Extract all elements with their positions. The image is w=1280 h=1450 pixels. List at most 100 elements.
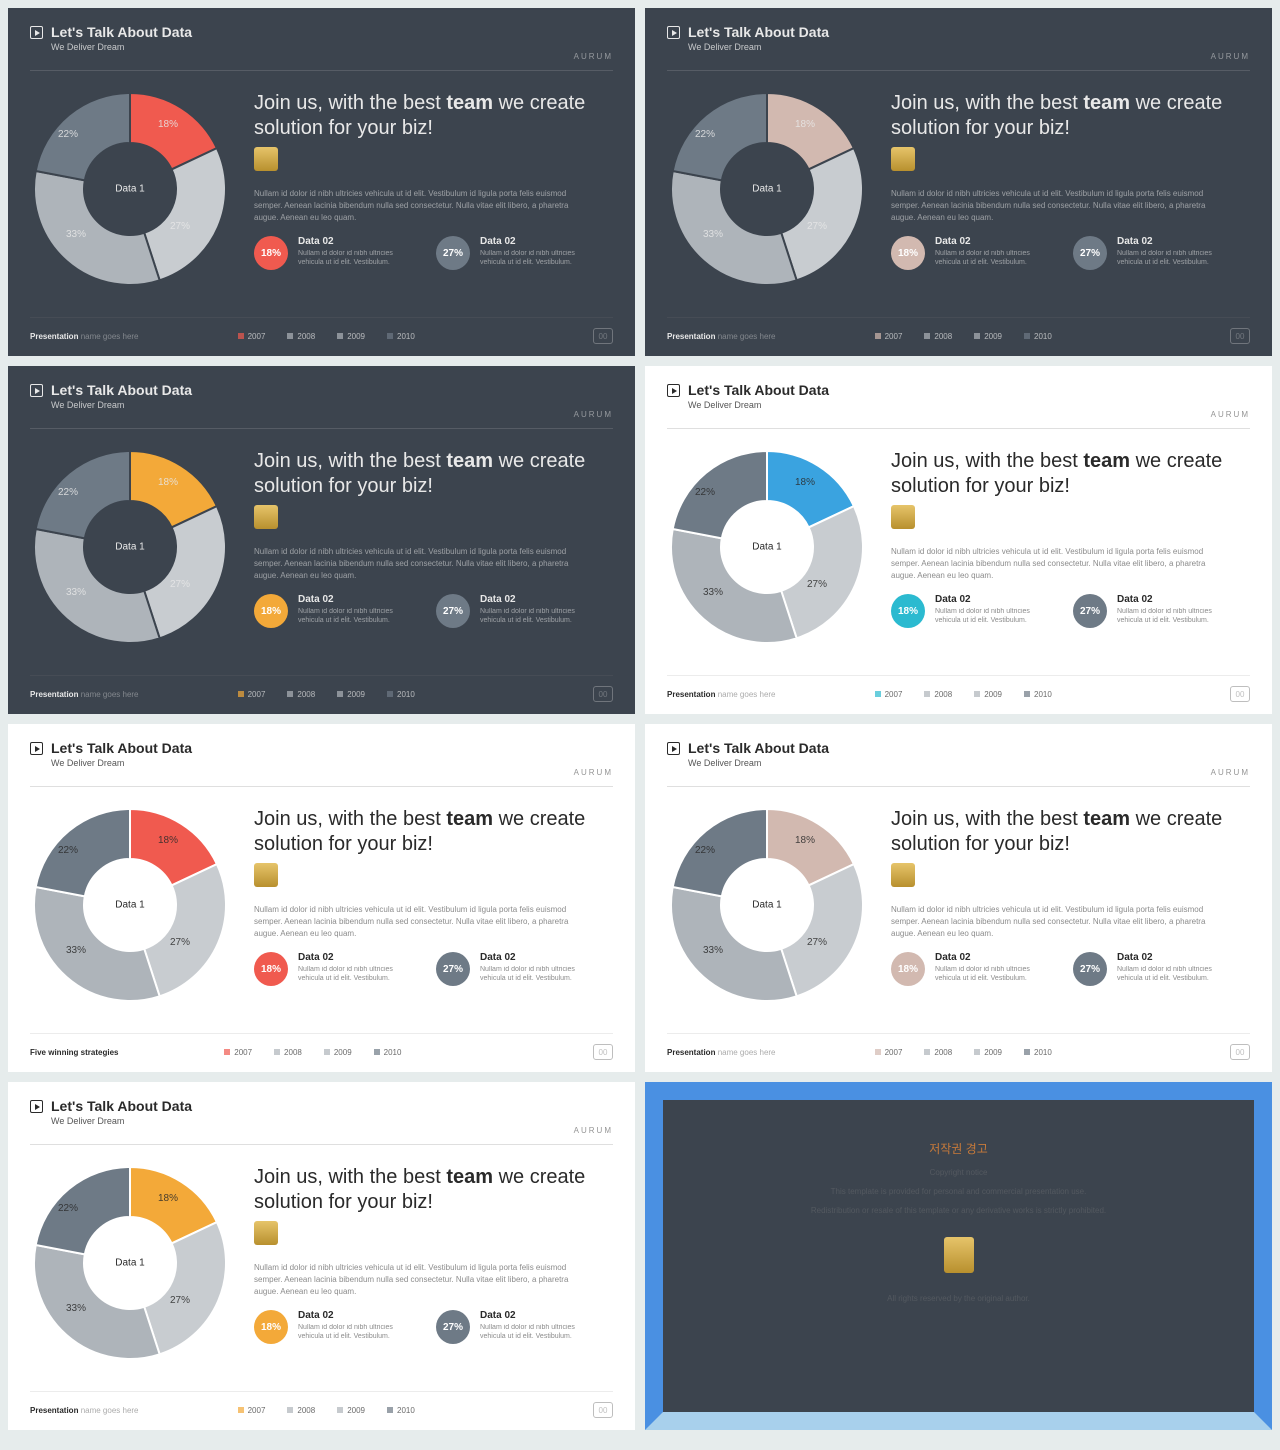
slide-title: Let's Talk About Data (688, 382, 829, 398)
slide-subtitle: We Deliver Dream (688, 42, 829, 52)
stat-title: Data 02 (480, 1310, 590, 1321)
stat-badge: 27% (436, 952, 470, 986)
slide-subtitle: We Deliver Dream (51, 42, 192, 52)
stat-badge: 18% (254, 1310, 288, 1344)
body-paragraph: Nullam id dolor id nibh ultricies vehicu… (254, 1262, 584, 1298)
promo-title: 저작권 경고 (693, 1140, 1224, 1157)
slice-label: 22% (58, 487, 78, 498)
stat-text: Nullam id dolor id nibh ultricies vehicu… (298, 607, 408, 625)
body-paragraph: Nullam id dolor id nibh ultricies vehicu… (254, 546, 584, 582)
logo-badge (891, 505, 915, 529)
chart-center-label: Data 1 (115, 900, 144, 911)
stat-badge: 27% (1073, 952, 1107, 986)
stat-block: 18% Data 02Nullam id dolor id nibh ultri… (891, 594, 1045, 628)
logo-badge (891, 147, 915, 171)
chart-center-label: Data 1 (752, 900, 781, 911)
slide: Let's Talk About Data We Deliver Dream A… (8, 724, 635, 1072)
promo-logo (944, 1237, 974, 1273)
brand-mark: AURUM (574, 52, 613, 61)
page-number: 00 (593, 686, 613, 702)
stat-title: Data 02 (298, 594, 408, 605)
stat-block: 27% Data 02Nullam id dolor id nibh ultri… (1073, 236, 1227, 270)
stat-badge: 27% (436, 1310, 470, 1344)
stat-text: Nullam id dolor id nibh ultricies vehicu… (1117, 607, 1227, 625)
page-number: 00 (593, 1044, 613, 1060)
chart-center-label: Data 1 (752, 184, 781, 195)
stat-title: Data 02 (480, 236, 590, 247)
slide-subtitle: We Deliver Dream (688, 400, 829, 410)
promo-line: This template is provided for personal a… (749, 1186, 1169, 1199)
stat-badge: 18% (891, 594, 925, 628)
slice-label: 33% (66, 1303, 86, 1314)
chart-center-label: Data 1 (115, 1258, 144, 1269)
promo-line: All rights reserved by the original auth… (749, 1293, 1169, 1306)
slice-label: 27% (170, 937, 190, 948)
legend-item: 2007 (875, 1048, 903, 1057)
slice-label: 27% (807, 937, 827, 948)
donut-chart: Data 1 18%27%33%22% (667, 805, 867, 1005)
chart-center-label: Data 1 (115, 184, 144, 195)
headline: Join us, with the best team we create so… (891, 91, 1250, 141)
stat-block: 18% Data 02Nullam id dolor id nibh ultri… (254, 952, 408, 986)
footer-text: Presentation name goes here (667, 332, 776, 341)
slice-label: 27% (170, 579, 190, 590)
stat-badge: 18% (891, 952, 925, 986)
body-paragraph: Nullam id dolor id nibh ultricies vehicu… (891, 546, 1221, 582)
play-icon (667, 742, 680, 755)
slice-label: 33% (66, 587, 86, 598)
slide-title: Let's Talk About Data (51, 382, 192, 398)
slice-label: 22% (695, 129, 715, 140)
legend-item: 2010 (387, 690, 415, 699)
stat-title: Data 02 (935, 952, 1045, 963)
legend-item: 2010 (387, 1406, 415, 1415)
stat-block: 18% Data 02Nullam id dolor id nibh ultri… (891, 236, 1045, 270)
legend-item: 2009 (974, 690, 1002, 699)
slice-label: 27% (170, 221, 190, 232)
slide: Let's Talk About Data We Deliver Dream A… (645, 8, 1272, 356)
stat-text: Nullam id dolor id nibh ultricies vehicu… (1117, 965, 1227, 983)
slice-label: 18% (795, 477, 815, 488)
footer-text: Five winning strategies (30, 1048, 118, 1057)
stat-title: Data 02 (480, 952, 590, 963)
brand-mark: AURUM (574, 768, 613, 777)
logo-badge (891, 863, 915, 887)
slice-label: 18% (158, 1193, 178, 1204)
slice-label: 22% (58, 129, 78, 140)
slice-label: 18% (158, 477, 178, 488)
footer-text: Presentation name goes here (30, 332, 139, 341)
stat-badge: 27% (1073, 236, 1107, 270)
slice-label: 18% (158, 835, 178, 846)
donut-chart: Data 1 18%27%33%22% (30, 805, 230, 1005)
legend-item: 2010 (374, 1048, 402, 1057)
slice-label: 33% (703, 229, 723, 240)
slide-title: Let's Talk About Data (51, 740, 192, 756)
footer-text: Presentation name goes here (30, 690, 139, 699)
donut-chart: Data 1 18%27%33%22% (30, 447, 230, 647)
donut-chart: Data 1 18%27%33%22% (667, 447, 867, 647)
legend-item: 2007 (238, 332, 266, 341)
slice-label: 22% (695, 845, 715, 856)
slide: Let's Talk About Data We Deliver Dream A… (645, 366, 1272, 714)
stat-title: Data 02 (298, 236, 408, 247)
slice-label: 22% (695, 487, 715, 498)
slice-label: 33% (66, 945, 86, 956)
donut-chart: Data 1 18%27%33%22% (30, 89, 230, 289)
stat-block: 27% Data 02Nullam id dolor id nibh ultri… (436, 594, 590, 628)
slice-label: 18% (795, 119, 815, 130)
legend-item: 2007 (238, 1406, 266, 1415)
slide-subtitle: We Deliver Dream (51, 1116, 192, 1126)
headline: Join us, with the best team we create so… (891, 449, 1250, 499)
slide-subtitle: We Deliver Dream (51, 758, 192, 768)
play-icon (30, 26, 43, 39)
slice-label: 27% (170, 1295, 190, 1306)
body-paragraph: Nullam id dolor id nibh ultricies vehicu… (254, 904, 584, 940)
legend-item: 2008 (287, 690, 315, 699)
stat-title: Data 02 (480, 594, 590, 605)
stat-text: Nullam id dolor id nibh ultricies vehicu… (935, 249, 1045, 267)
legend-item: 2010 (1024, 1048, 1052, 1057)
stat-title: Data 02 (298, 1310, 408, 1321)
legend: 2007200820092010 (238, 1406, 415, 1415)
legend-item: 2007 (238, 690, 266, 699)
headline: Join us, with the best team we create so… (254, 449, 613, 499)
legend-item: 2008 (924, 332, 952, 341)
